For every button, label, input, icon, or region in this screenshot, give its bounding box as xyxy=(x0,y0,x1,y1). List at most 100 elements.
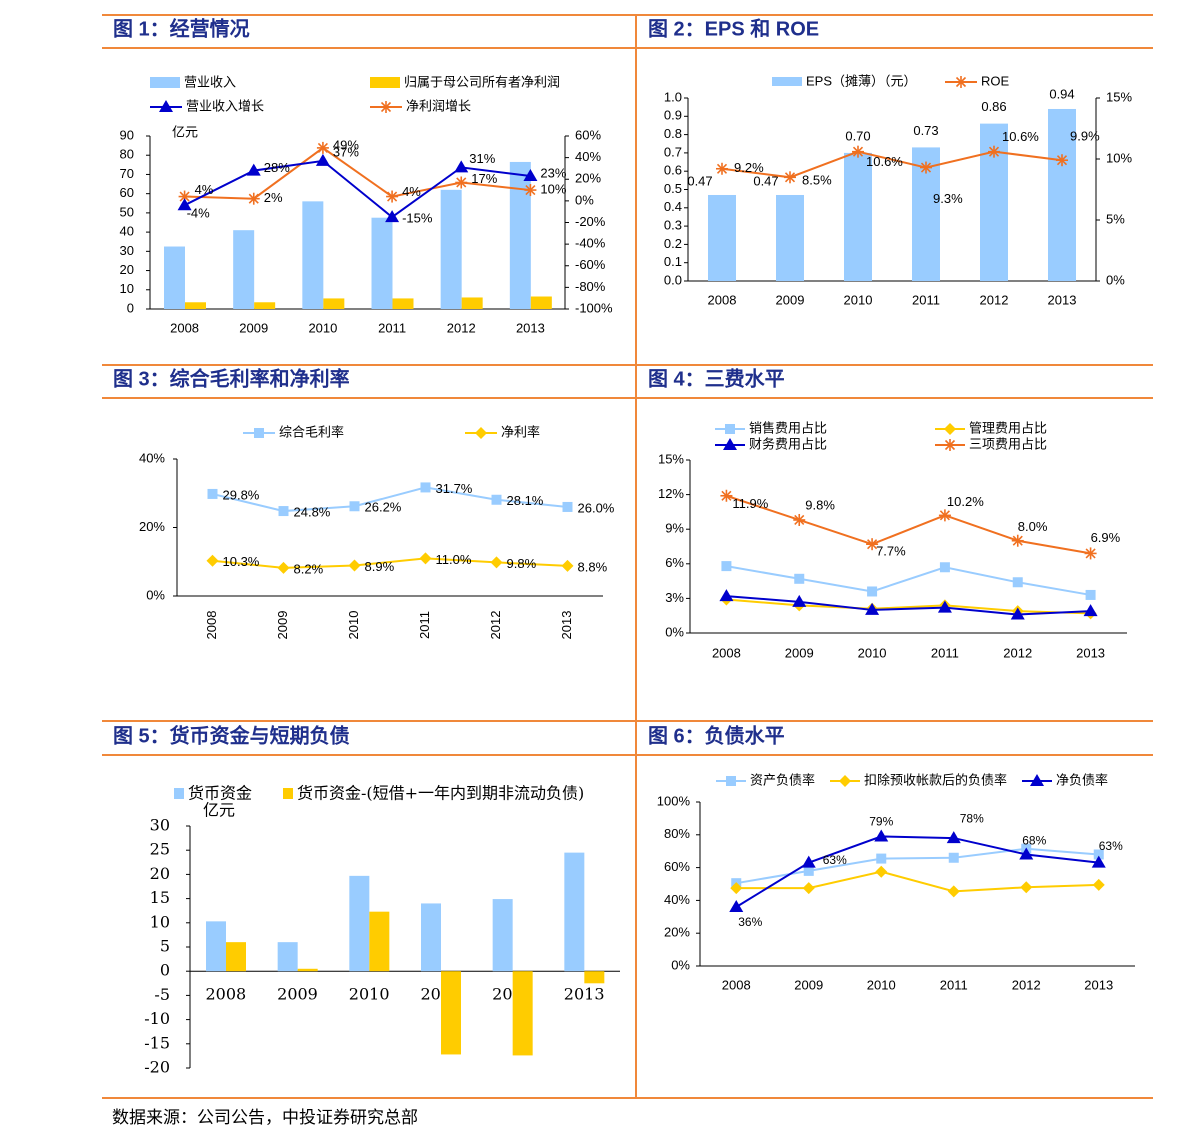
x-tick-label: 2010 xyxy=(349,985,390,1004)
point-net-margin xyxy=(348,559,361,572)
y-tick-label: 0% xyxy=(671,957,690,972)
y2-tick-label: -20% xyxy=(575,214,606,229)
legend-label-roe: ROE xyxy=(981,73,1010,88)
data-label-net-margin: 8.2% xyxy=(294,561,324,576)
bar-revenue xyxy=(164,246,185,309)
x-tick-label: 2010 xyxy=(858,645,887,660)
point-net-margin xyxy=(206,554,219,567)
point-net-debt-ratio xyxy=(1019,847,1034,860)
legend-label-asset-liability: 资产负债率 xyxy=(750,773,815,789)
chart-3-margins: 0% 20% 40% 2008 2009 2010 2011 2012 2013 29.8% 24.… xyxy=(139,425,615,640)
data-label-gross-margin: 26.2% xyxy=(365,500,402,515)
y-tick-label: 20% xyxy=(139,519,165,534)
data-label-revenue-growth: -4% xyxy=(187,206,211,221)
chart-5-cash-debt: -20 -15 -10 -5 0 5 10 15 20 25 30 亿元 2008 2009 2010 201… xyxy=(144,784,620,1077)
data-label-net-debt-ratio: 36% xyxy=(738,915,762,929)
point-gross-margin xyxy=(491,494,502,505)
y-tick-label: 1.0 xyxy=(664,89,682,104)
data-label-net-debt-ratio: 68% xyxy=(1022,834,1046,848)
y-tick-label: 0% xyxy=(665,624,684,639)
bar-revenue xyxy=(509,161,531,309)
data-label-roe: 8.5% xyxy=(802,173,832,188)
point-adjusted-liability-ratio xyxy=(1092,878,1105,891)
line-net-margin xyxy=(212,557,568,569)
data-label-total-expense: 9.8% xyxy=(805,497,835,512)
point-finance-expense xyxy=(1083,604,1098,617)
legend-marker-net-profit-growth xyxy=(380,101,392,113)
point-total-expense xyxy=(1011,534,1024,547)
bar-revenue xyxy=(233,230,255,309)
legend-swatch-eps xyxy=(772,77,802,86)
data-label-roe: 9.9% xyxy=(1070,129,1100,144)
point-sales-expense xyxy=(867,586,878,597)
point-adjusted-liability-ratio xyxy=(730,882,743,895)
legend-label-net-profit-growth: 净利润增长 xyxy=(406,100,471,115)
data-label-net-profit-growth: 4% xyxy=(195,182,214,197)
y-tick-label: 0.6 xyxy=(664,163,682,178)
point-roe xyxy=(988,145,1000,158)
x-tick-label: 2011 xyxy=(940,977,968,992)
y-tick-label: 90 xyxy=(120,127,134,142)
point-sales-expense xyxy=(1012,577,1023,588)
point-asset-liability-ratio xyxy=(1093,849,1104,860)
panel-title-c5: 图 5：货币资金与短期负债 xyxy=(113,723,350,747)
chart-2-eps-roe: 0.0 0.1 0.2 0.3 0.4 0.5 0.6 0.7 0.8 0.9 1.0 0% 5% 10%… xyxy=(664,73,1133,307)
y2-tick-label: 0% xyxy=(575,192,594,207)
x-tick-label: 2013 xyxy=(1076,645,1105,660)
point-gross-margin xyxy=(278,506,289,517)
y-tick-label: 10 xyxy=(120,281,134,296)
data-label-roe: 9.3% xyxy=(933,191,963,206)
bar-net-profit xyxy=(392,298,414,309)
data-label-gross-margin: 28.1% xyxy=(507,493,544,508)
legend-marker-sales xyxy=(725,424,735,434)
point-total-expense xyxy=(1084,547,1097,560)
y-tick-label: 50 xyxy=(120,204,134,219)
data-label-eps: 0.70 xyxy=(845,128,870,143)
chart-1-operations: 0 10 20 30 40 50 60 70 80 90 -100% -80% -60% -40% -20%… xyxy=(120,76,613,336)
y2-tick-label: -40% xyxy=(575,236,606,251)
point-roe xyxy=(1056,154,1068,167)
line-sales-expense xyxy=(726,565,1091,596)
bar-revenue xyxy=(302,201,324,309)
x-tick-label: 2011 xyxy=(378,320,406,335)
point-net-debt-ratio xyxy=(801,855,816,868)
point-gross-margin xyxy=(207,488,218,499)
data-label-net-margin: 10.3% xyxy=(223,554,260,569)
data-label-eps: 0.94 xyxy=(1049,86,1074,101)
point-gross-margin xyxy=(420,482,431,493)
x-tick-label: 2008 xyxy=(170,320,199,335)
y-tick-label: 30 xyxy=(120,243,134,258)
point-gross-margin xyxy=(562,501,573,512)
point-sales-expense xyxy=(939,562,950,573)
bar-revenue xyxy=(371,217,393,309)
y-tick-label: 0 xyxy=(127,300,134,315)
legend-label-eps: EPS（摊薄）（元） xyxy=(806,73,917,88)
x-tick-label: 2012 xyxy=(1012,977,1041,992)
legend-marker-adjusted-liability xyxy=(839,775,851,787)
data-label-net-profit-growth: 49% xyxy=(333,137,359,152)
bar-cash-net-short-debt xyxy=(441,971,461,1055)
legend-label-finance: 财务费用占比 xyxy=(749,437,827,453)
data-label-gross-margin: 31.7% xyxy=(436,481,473,496)
legend-label-cash-net: 货币资金-(短借+一年内到期非流动负债) xyxy=(297,784,584,803)
point-finance-expense xyxy=(1010,607,1025,620)
x-tick-label: 2011 xyxy=(931,645,959,660)
point-net-profit-growth xyxy=(386,190,399,203)
bar-cash-net-short-debt xyxy=(584,971,605,984)
data-label-total-expense: 10.2% xyxy=(947,494,984,509)
chart-4-expenses: 0% 3% 6% 9% 12% 15% 2008 2009 2010 2011 2012 2013 11… xyxy=(658,421,1127,660)
bar-cash xyxy=(492,899,513,972)
point-finance-expense xyxy=(719,589,734,602)
data-label-total-expense: 8.0% xyxy=(1018,519,1048,534)
point-net-profit-growth xyxy=(178,190,191,203)
y-tick-label: 0.3 xyxy=(664,218,682,233)
bar-revenue xyxy=(440,189,462,309)
bar-cash xyxy=(206,921,226,972)
y-tick-label: 40 xyxy=(120,224,134,239)
bar-cash xyxy=(349,875,370,972)
y2-tick-label: 60% xyxy=(575,127,601,142)
data-label-net-debt-ratio: 78% xyxy=(960,811,984,825)
legend-marker-total xyxy=(944,439,956,451)
line-gross-margin xyxy=(212,486,568,513)
